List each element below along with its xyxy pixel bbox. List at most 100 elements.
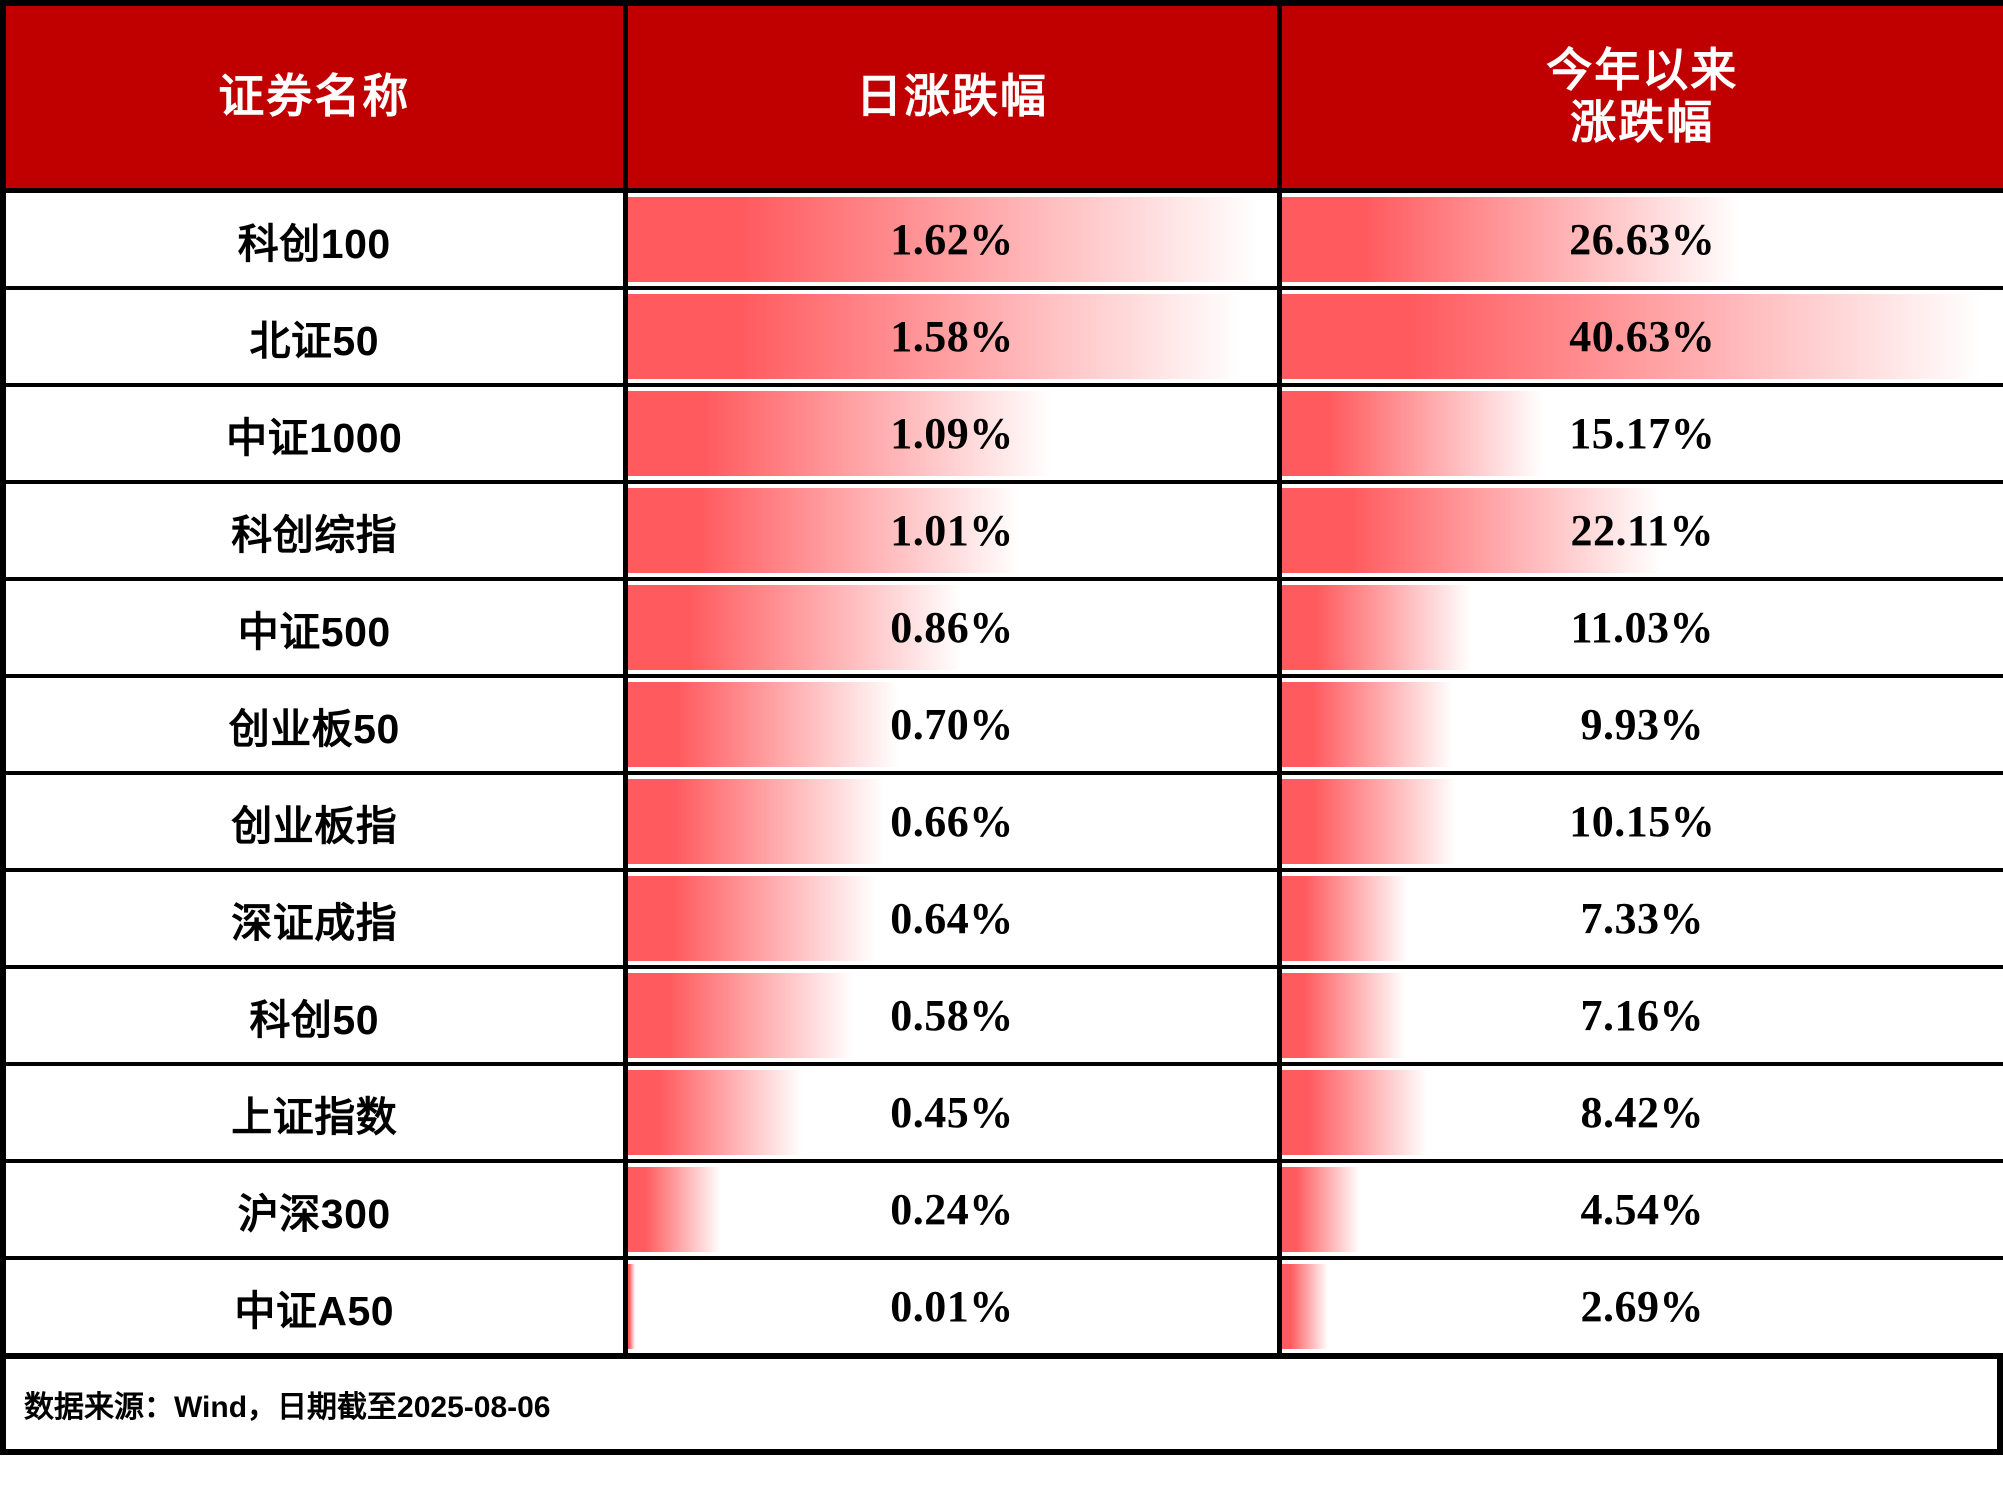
value-bar (1284, 585, 1472, 670)
cell-security-name: 科创综指 (0, 482, 628, 581)
data-source-text: 数据来源：Wind，日期截至2025-08-06 (24, 1391, 551, 1424)
column-header-ytd-change-line2: 涨跌幅 (1570, 97, 1715, 148)
table-row: 上证指数 0.45% 8.42% (0, 1064, 2003, 1163)
cell-ytd-change: 7.33% (1276, 870, 2003, 969)
table-header: 证券名称 日涨跌幅 今年以来 涨跌幅 (0, 3, 2003, 193)
value-bar (630, 973, 853, 1058)
cell-ytd-change: 10.15% (1276, 773, 2003, 872)
cell-ytd-change-label: 7.16% (1580, 991, 1704, 1040)
table-row: 沪深300 0.24% 4.54% (0, 1161, 2003, 1260)
column-header-ytd-change-line1: 今年以来 (1546, 45, 1739, 97)
cell-daily-change-label: 0.45% (890, 1088, 1014, 1137)
column-header-security-name-label: 证券名称 (218, 71, 411, 123)
cell-daily-change-label: 0.70% (890, 700, 1014, 749)
cell-ytd-change: 9.93% (1276, 676, 2003, 775)
cell-daily-change: 1.01% (622, 482, 1282, 581)
value-bar (1284, 294, 1982, 379)
cell-security-name: 科创100 (0, 190, 628, 290)
cell-ytd-change-label: 26.63% (1569, 215, 1716, 264)
cell-daily-change-label: 0.58% (890, 991, 1014, 1040)
cell-daily-change: 0.01% (622, 1258, 1282, 1359)
cell-ytd-change: 26.63% (1276, 190, 2003, 290)
value-bar (630, 1167, 721, 1252)
cell-security-name: 中证500 (0, 579, 628, 678)
cell-daily-change: 0.45% (622, 1064, 1282, 1163)
cell-security-name: 创业板指 (0, 773, 628, 872)
cell-ytd-change: 2.69% (1276, 1258, 2003, 1359)
value-bar (630, 391, 1052, 476)
cell-daily-change: 0.86% (622, 579, 1282, 678)
column-header-ytd-change: 今年以来 涨跌幅 (1276, 3, 2003, 193)
header-row: 证券名称 日涨跌幅 今年以来 涨跌幅 (0, 3, 2003, 193)
cell-ytd-change: 8.42% (1276, 1064, 2003, 1163)
table-row: 中证1000 1.09% 15.17% (0, 385, 2003, 484)
column-header-security-name: 证券名称 (0, 3, 628, 193)
value-bar (1284, 391, 1543, 476)
value-bar (630, 585, 962, 670)
table-row: 科创综指 1.01% 22.11% (0, 482, 2003, 581)
cell-security-name: 创业板50 (0, 676, 628, 775)
cell-security-name: 上证指数 (0, 1064, 628, 1163)
value-bar (630, 294, 1242, 379)
cell-ytd-change-label: 8.42% (1580, 1088, 1704, 1137)
cell-daily-change: 0.70% (622, 676, 1282, 775)
cell-ytd-change: 22.11% (1276, 482, 2003, 581)
value-bar (630, 779, 884, 864)
cell-ytd-change-label: 10.15% (1569, 797, 1716, 846)
cell-daily-change: 1.62% (622, 190, 1282, 290)
cell-security-name: 中证1000 (0, 385, 628, 484)
value-bar (1284, 488, 1663, 573)
cell-ytd-change: 7.16% (1276, 967, 2003, 1066)
cell-daily-change: 1.58% (622, 288, 1282, 387)
cell-ytd-change-label: 2.69% (1580, 1282, 1704, 1331)
table-row: 深证成指 0.64% 7.33% (0, 870, 2003, 969)
cell-ytd-change: 11.03% (1276, 579, 2003, 678)
index-performance-table: 证券名称 日涨跌幅 今年以来 涨跌幅 科创100 1.62% 26.63% 北证50 1… (0, 0, 2003, 1359)
cell-daily-change: 0.66% (622, 773, 1282, 872)
cell-ytd-change-label: 22.11% (1570, 506, 1715, 555)
cell-ytd-change-label: 7.33% (1580, 894, 1704, 943)
cell-daily-change: 0.24% (622, 1161, 1282, 1260)
value-bar (630, 488, 1020, 573)
table-row: 科创50 0.58% 7.16% (0, 967, 2003, 1066)
cell-daily-change-label: 1.09% (890, 409, 1014, 458)
cell-security-name: 中证A50 (0, 1258, 628, 1359)
table-row: 北证50 1.58% 40.63% (0, 288, 2003, 387)
cell-daily-change: 0.58% (622, 967, 1282, 1066)
cell-ytd-change-label: 11.03% (1570, 603, 1715, 652)
cell-daily-change-label: 1.01% (890, 506, 1014, 555)
value-bar (630, 197, 1258, 282)
value-bar (1284, 197, 1741, 282)
cell-daily-change-label: 0.86% (890, 603, 1014, 652)
value-bar (630, 1264, 636, 1349)
value-bar (1284, 682, 1453, 767)
value-bar (1284, 876, 1408, 961)
value-bar (630, 682, 900, 767)
cell-ytd-change-label: 9.93% (1580, 700, 1704, 749)
data-source-footer: 数据来源：Wind，日期截至2025-08-06 (0, 1359, 2003, 1455)
value-bar (1284, 1167, 1360, 1252)
cell-daily-change-label: 0.24% (890, 1185, 1014, 1234)
cell-daily-change-label: 0.01% (890, 1282, 1014, 1331)
value-bar (1284, 779, 1457, 864)
column-header-daily-change-label: 日涨跌幅 (856, 71, 1048, 123)
cell-security-name: 科创50 (0, 967, 628, 1066)
column-header-daily-change: 日涨跌幅 (622, 3, 1282, 193)
cell-ytd-change: 4.54% (1276, 1161, 2003, 1260)
cell-daily-change-label: 0.66% (890, 797, 1014, 846)
cell-daily-change-label: 1.58% (890, 312, 1014, 361)
cell-security-name: 沪深300 (0, 1161, 628, 1260)
value-bar (1284, 973, 1405, 1058)
cell-daily-change: 1.09% (622, 385, 1282, 484)
value-bar (630, 1070, 803, 1155)
table-row: 创业板指 0.66% 10.15% (0, 773, 2003, 872)
value-bar (630, 876, 877, 961)
cell-daily-change-label: 0.64% (890, 894, 1014, 943)
table-row: 中证500 0.86% 11.03% (0, 579, 2003, 678)
table-row: 中证A50 0.01% 2.69% (0, 1258, 2003, 1359)
cell-ytd-change-label: 15.17% (1569, 409, 1716, 458)
value-bar (1284, 1070, 1427, 1155)
cell-daily-change: 0.64% (622, 870, 1282, 969)
table-row: 科创100 1.62% 26.63% (0, 190, 2003, 290)
